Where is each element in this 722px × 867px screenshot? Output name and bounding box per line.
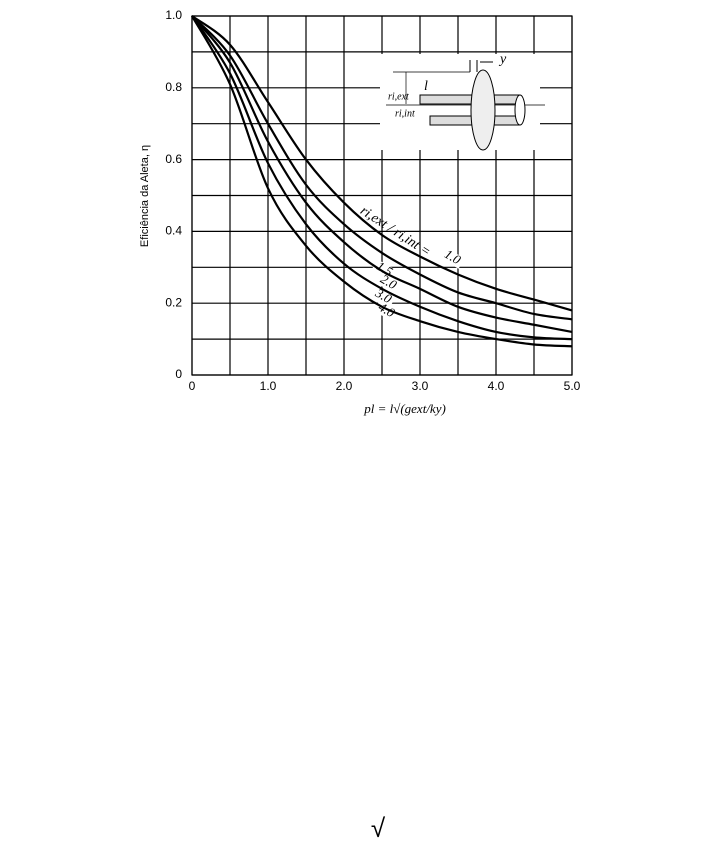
y-tick-label: 1.0 [165, 8, 182, 22]
tube-end [514, 94, 526, 126]
x-tick-label: 2.0 [336, 379, 353, 393]
line-series [191, 15, 573, 321]
x-tick-label: 5.0 [564, 379, 581, 393]
y-tick-label: 0.2 [165, 295, 182, 309]
footer-symbol: √ [371, 813, 386, 843]
series-label: 1.5 [374, 258, 396, 279]
plot-frame [191, 15, 573, 376]
x-tick-label: 4.0 [488, 379, 505, 393]
tube-top [419, 94, 521, 105]
series-label: 1.0 [442, 246, 464, 267]
inset [380, 54, 545, 151]
inset-label: l [424, 79, 428, 94]
label-background [439, 247, 465, 269]
x-tick-label: 3.0 [412, 379, 429, 393]
inset-label: ri,int [395, 108, 415, 119]
y-tick-label: 0.6 [165, 152, 182, 166]
x-tick-label: 0 [189, 379, 196, 393]
inset-label: y [498, 52, 507, 67]
inset-label: ri,ext [388, 91, 409, 102]
line-series [191, 15, 573, 312]
x-tick-label: 1.0 [260, 379, 277, 393]
line-series [191, 15, 573, 341]
line-series [191, 15, 573, 348]
label-background [375, 272, 401, 294]
fin-disk [470, 69, 496, 151]
y-axis-label: Eficiência da Aleta, η [139, 145, 151, 247]
x-axis-label: pl = l√(gext/ky) [363, 401, 446, 416]
label-background [370, 286, 396, 308]
y-tick-label: 0.8 [165, 80, 182, 94]
y-tick-label: 0.4 [165, 224, 182, 238]
line-series [191, 15, 573, 334]
y-tick-label: 0 [175, 367, 182, 381]
